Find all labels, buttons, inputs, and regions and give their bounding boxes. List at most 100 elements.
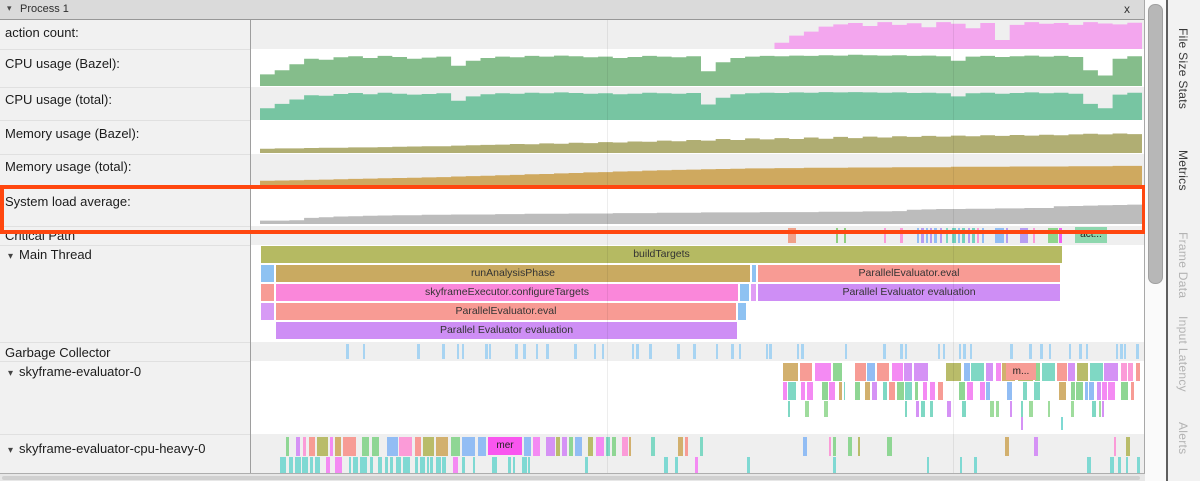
flame-slice[interactable] [752,265,756,282]
trace-event-slice[interactable] [478,437,487,456]
critical-path-tick[interactable] [788,228,796,243]
trace-event-slice[interactable] [622,437,628,456]
flame-bar-parallelevaluator-eval[interactable]: ParallelEvaluator.eval [758,265,1060,282]
trace-event-slice[interactable] [900,344,903,359]
trace-event-slice[interactable] [362,437,369,456]
trace-event-slice[interactable] [1007,382,1012,400]
trace-event-slice[interactable] [296,437,300,456]
trace-event-slice[interactable] [914,363,928,381]
trace-event-slice[interactable] [848,437,852,456]
trace-event-slice[interactable] [905,382,912,400]
critical-path-tick[interactable] [962,228,965,243]
trace-event-slice[interactable] [960,457,962,473]
trace-event-slice[interactable] [1021,417,1023,430]
flame-slice[interactable] [261,284,274,301]
trace-event-slice[interactable] [974,457,977,473]
trace-event-slice[interactable] [904,363,912,381]
trace-event-slice[interactable] [677,344,680,359]
trace-event-slice[interactable] [335,437,341,456]
trace-event-slice[interactable] [1029,401,1033,417]
trace-event-slice[interactable] [1108,382,1115,400]
trace-event-slice[interactable] [1077,363,1088,381]
trace-event-slice[interactable] [1102,401,1104,417]
trace-event-slice[interactable] [462,344,464,359]
trace-event-slice[interactable] [513,457,515,473]
trace-event-slice[interactable] [855,363,866,381]
trace-event-slice[interactable] [309,437,315,456]
trace-event-slice[interactable] [970,344,972,359]
track-label-skyframe-evaluator-cpu-heavy-0[interactable]: ▾ skyframe-evaluator-cpu-heavy-0 [8,441,205,456]
vertical-scrollbar-thumb[interactable] [1148,4,1163,284]
trace-event-slice[interactable] [803,437,807,456]
trace-event-slice[interactable] [1121,363,1127,381]
trace-event-slice[interactable] [930,382,935,400]
trace-event-slice[interactable] [492,457,497,473]
trace-event-slice[interactable] [927,457,929,473]
trace-event-slice[interactable] [829,437,831,456]
trace-event-slice[interactable] [594,344,596,359]
trace-event-slice[interactable] [1071,382,1075,400]
trace-event-slice[interactable] [1059,382,1066,400]
critical-path-tick[interactable] [1059,228,1062,243]
trace-event-slice[interactable] [415,437,421,456]
trace-event-slice[interactable] [1137,457,1140,473]
trace-event-slice[interactable] [872,382,877,400]
critical-path-tick[interactable] [1006,228,1008,243]
trace-event-slice[interactable] [1126,437,1130,456]
trace-event-slice[interactable] [596,437,604,456]
trace-event-slice[interactable] [845,344,847,359]
trace-event-slice[interactable] [385,457,388,473]
flame-slice[interactable] [261,303,274,320]
flame-slice[interactable] [261,265,274,282]
trace-event-slice[interactable] [877,363,889,381]
trace-event-slice[interactable] [462,457,465,473]
trace-event-slice[interactable] [317,437,328,456]
trace-event-slice[interactable] [824,401,828,417]
vertical-scrollbar[interactable] [1145,0,1166,481]
trace-event-slice[interactable] [533,437,540,456]
trace-event-slice[interactable] [399,437,412,456]
tab-metrics[interactable]: Metrics [1176,150,1190,191]
trace-event-slice[interactable] [822,382,828,400]
trace-event-slice[interactable] [807,382,813,400]
trace-event-slice[interactable] [883,382,887,400]
trace-event-slice[interactable] [295,457,301,473]
trace-event-slice[interactable] [1097,382,1101,400]
tab-alerts[interactable]: Alerts [1176,422,1190,455]
trace-event-slice[interactable] [986,382,990,400]
trace-event-slice[interactable] [938,382,943,400]
trace-event-slice[interactable] [522,457,527,473]
collapse-arrow-icon[interactable]: ▾ [8,251,14,262]
counter-chart-memory-usage-total-[interactable] [260,156,1142,187]
counter-chart-memory-usage-bazel-[interactable] [260,122,1142,153]
trace-event-slice[interactable] [302,457,308,473]
track-label-main-thread[interactable]: ▾ Main Thread [8,247,92,262]
trace-event-slice[interactable] [800,363,813,381]
trace-event-slice[interactable] [349,457,351,473]
trace-event-slice[interactable] [844,382,846,400]
trace-event-slice[interactable] [797,344,799,359]
trace-event-slice[interactable] [585,457,588,473]
critical-path-tick[interactable] [958,228,960,243]
trace-event-slice[interactable] [1029,344,1032,359]
trace-event-slice[interactable] [915,382,918,400]
track-label-skyframe-evaluator-0[interactable]: ▾ skyframe-evaluator-0 [8,364,141,379]
trace-event-slice[interactable] [523,344,526,359]
trace-event-slice[interactable] [546,437,555,456]
trace-event-slice[interactable] [360,457,367,473]
trace-event-slice[interactable] [436,457,441,473]
trace-event-slice[interactable] [892,363,903,381]
trace-event-slice[interactable] [700,437,703,456]
trace-event-slice[interactable] [310,457,313,473]
trace-event-slice[interactable] [442,344,445,359]
trace-event-slice[interactable] [731,344,734,359]
trace-event-slice[interactable] [1023,382,1027,400]
trace-event-slice[interactable] [315,457,320,473]
trace-event-slice[interactable] [1116,344,1118,359]
trace-event-slice[interactable] [964,363,970,381]
trace-event-slice[interactable] [805,401,809,417]
trace-event-slice[interactable] [343,437,356,456]
trace-event-slice[interactable] [1124,344,1126,359]
trace-event-slice[interactable] [442,457,446,473]
critical-path-tick[interactable] [1048,228,1058,243]
